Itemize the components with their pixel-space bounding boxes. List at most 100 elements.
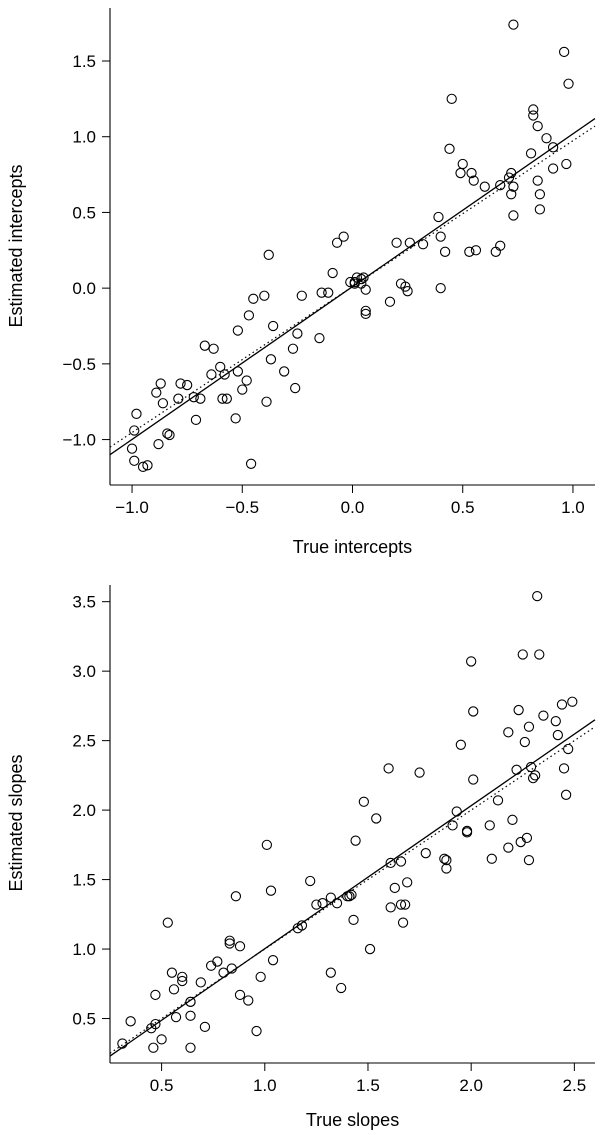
data-point bbox=[323, 287, 334, 298]
intercepts-scatter-plot: −1.0 −0.5 0.0 0.5 1.0 −1.0 −0.5 0.0 0.5 1.0 1.5 Tru… bbox=[6, 8, 596, 557]
data-point bbox=[325, 967, 336, 978]
data-point bbox=[292, 328, 303, 339]
data-point bbox=[259, 290, 270, 301]
data-point bbox=[511, 764, 522, 775]
data-point bbox=[208, 343, 219, 354]
data-point bbox=[185, 1042, 196, 1053]
data-point bbox=[525, 761, 537, 773]
data-point bbox=[168, 984, 180, 995]
data-point bbox=[224, 938, 235, 949]
data-point bbox=[230, 891, 242, 902]
data-point bbox=[464, 246, 475, 257]
data-point bbox=[226, 963, 237, 974]
data-point bbox=[385, 857, 396, 869]
data-point bbox=[439, 853, 450, 864]
data-point bbox=[190, 414, 202, 426]
data-point bbox=[344, 891, 355, 902]
data-point bbox=[215, 361, 226, 373]
y-axis-label: Estimated slopes bbox=[6, 754, 26, 891]
data-point bbox=[455, 167, 466, 179]
data-point bbox=[317, 898, 328, 909]
data-point bbox=[290, 382, 301, 394]
data-point bbox=[131, 408, 142, 419]
data-point bbox=[479, 181, 490, 192]
slopes-scatter-plot: 0.5 1.0 1.5 2.0 2.5 0.5 1.0 1.5 2.0 2.5 3.0 3.5 True… bbox=[6, 585, 596, 1130]
data-point bbox=[492, 795, 504, 806]
x-axis-label: True slopes bbox=[306, 1110, 399, 1130]
y-tick-label: 2.0 bbox=[72, 801, 96, 820]
data-point bbox=[417, 239, 429, 250]
data-point bbox=[389, 882, 400, 894]
data-point bbox=[446, 93, 457, 105]
y-tick-label: 0.5 bbox=[72, 203, 96, 222]
data-point bbox=[517, 649, 528, 660]
data-point bbox=[560, 789, 572, 800]
data-point bbox=[237, 384, 248, 395]
data-point bbox=[182, 379, 193, 391]
x-tick-label: 2.0 bbox=[459, 1076, 483, 1095]
data-point bbox=[420, 848, 431, 859]
data-point bbox=[125, 1016, 136, 1027]
data-point bbox=[364, 943, 376, 955]
data-point bbox=[451, 806, 462, 817]
data-point bbox=[550, 716, 561, 727]
data-point bbox=[538, 710, 549, 721]
data-point bbox=[503, 727, 514, 738]
data-point bbox=[325, 892, 336, 903]
data-point bbox=[371, 813, 382, 824]
data-point bbox=[532, 175, 543, 186]
data-point bbox=[346, 889, 357, 901]
data-point bbox=[255, 971, 266, 982]
data-point bbox=[358, 272, 369, 283]
data-point bbox=[507, 814, 518, 825]
data-point bbox=[245, 458, 257, 469]
data-point bbox=[305, 875, 316, 887]
x-axis-label: True intercepts bbox=[293, 537, 412, 557]
data-point bbox=[435, 231, 446, 242]
data-point bbox=[164, 429, 175, 441]
x-tick-label: 1.0 bbox=[561, 498, 585, 517]
data-point bbox=[547, 142, 559, 153]
data-point bbox=[360, 308, 371, 320]
data-point bbox=[435, 282, 446, 294]
data-point bbox=[521, 832, 533, 844]
x-tick-label: −0.5 bbox=[225, 498, 259, 517]
x-tick-label: 1.0 bbox=[253, 1076, 277, 1095]
data-point bbox=[150, 989, 161, 1001]
data-point bbox=[466, 167, 477, 179]
data-point bbox=[385, 902, 396, 913]
data-point bbox=[261, 839, 273, 850]
data-point bbox=[129, 455, 140, 466]
data-point bbox=[267, 955, 279, 966]
y-tick-label: 1.0 bbox=[72, 940, 96, 959]
data-point bbox=[170, 1011, 182, 1023]
data-point bbox=[117, 1038, 128, 1049]
data-point bbox=[296, 290, 307, 301]
data-point bbox=[234, 989, 246, 1001]
data-point bbox=[173, 393, 184, 404]
fitted-line bbox=[109, 719, 596, 1057]
y-axis-label: Estimated intercepts bbox=[6, 164, 26, 327]
data-point bbox=[534, 189, 546, 200]
data-point bbox=[162, 428, 173, 439]
data-point bbox=[468, 706, 479, 717]
x-tick-label: 1.5 bbox=[356, 1076, 380, 1095]
y-tick-label: 3.0 bbox=[72, 662, 96, 681]
data-point bbox=[455, 739, 467, 750]
data-point bbox=[153, 438, 164, 450]
data-point bbox=[395, 899, 407, 910]
data-point bbox=[523, 721, 535, 732]
data-point bbox=[155, 378, 166, 389]
data-point bbox=[534, 204, 546, 215]
data-point bbox=[151, 387, 162, 398]
data-point bbox=[248, 293, 259, 304]
data-point bbox=[558, 46, 570, 58]
data-point bbox=[206, 369, 217, 380]
data-point bbox=[156, 1034, 167, 1045]
data-point bbox=[391, 237, 402, 248]
data-point bbox=[558, 763, 570, 774]
data-point bbox=[468, 774, 479, 785]
data-point bbox=[563, 78, 574, 89]
data-point bbox=[484, 820, 495, 831]
data-point bbox=[177, 971, 188, 982]
